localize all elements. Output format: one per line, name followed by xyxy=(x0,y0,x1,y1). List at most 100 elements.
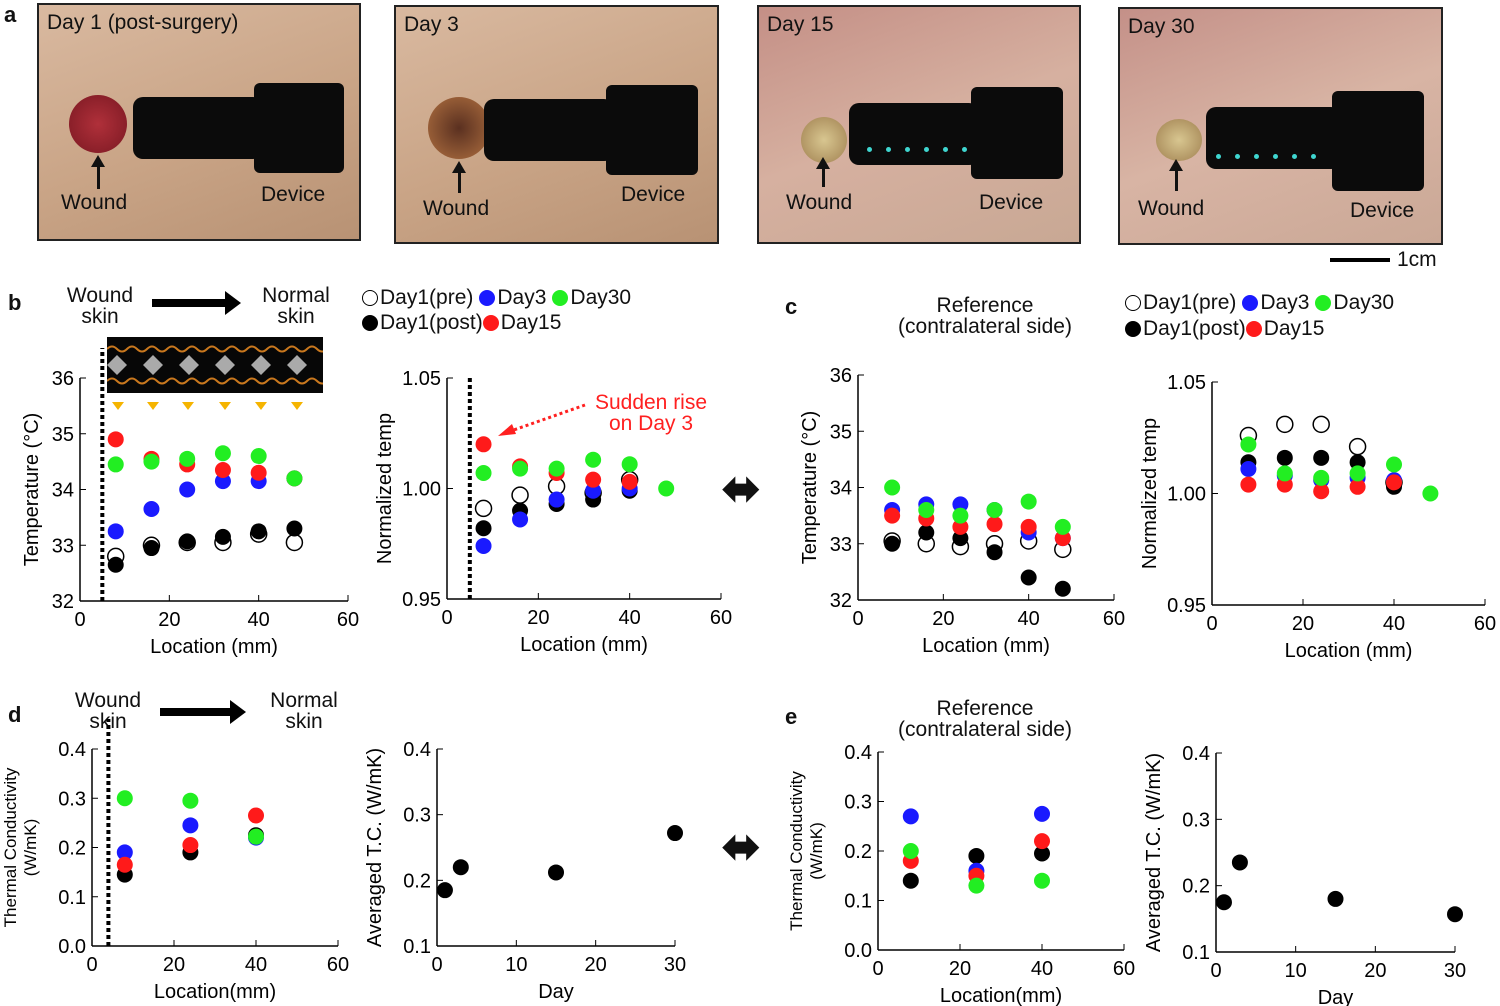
x-tick-label: 20 xyxy=(1364,960,1386,982)
normal-skin-label: Normal skin xyxy=(270,689,338,733)
data-point xyxy=(286,470,303,487)
device-image xyxy=(849,103,979,165)
data-point xyxy=(1034,845,1050,862)
data-point xyxy=(585,451,602,468)
arrow-icon xyxy=(452,161,466,193)
x-tick-label: 0 xyxy=(1210,960,1221,982)
data-point xyxy=(116,790,133,807)
legend-marker xyxy=(482,315,499,331)
series-Day30 xyxy=(1240,436,1439,502)
y-tick-label: 35 xyxy=(830,421,852,443)
y-axis-label: Averaged T.C. (W/mK) xyxy=(1143,753,1165,952)
data-point xyxy=(667,825,683,842)
x-tick-label: 0 xyxy=(441,607,452,629)
legend-marker xyxy=(1125,295,1141,311)
x-tick-label: 30 xyxy=(664,954,686,976)
data-point xyxy=(1034,872,1050,889)
y-tick-label: 1.00 xyxy=(1167,484,1206,506)
data-point xyxy=(986,516,1003,533)
legend-label: Day3 xyxy=(1260,291,1310,314)
wound-image xyxy=(801,117,847,163)
device-body xyxy=(1332,91,1424,191)
legend-c: Day1(pre) Day3 Day30 xyxy=(1125,291,1394,315)
x-tick-label: 30 xyxy=(1444,960,1466,982)
y-tick-label: 0.1 xyxy=(58,887,86,909)
data-point xyxy=(918,502,935,518)
x-tick-label: 60 xyxy=(337,609,359,631)
device-label: Device xyxy=(621,183,686,206)
y-tick-label: 33 xyxy=(52,535,74,557)
data-point xyxy=(179,533,196,550)
photo-day15: Day 15 Wound Device xyxy=(757,5,1081,244)
x-tick-label: 40 xyxy=(1031,958,1053,980)
x-axis-label: Location(mm) xyxy=(154,981,276,1003)
data-point xyxy=(475,537,492,554)
series-Day1(post) xyxy=(884,524,1071,597)
y-tick-label: 0.2 xyxy=(403,870,431,892)
series-Day1(pre) xyxy=(106,525,304,566)
chart-b-norm: 0 20 40 60 0.95 1.00 1.05 Location (mm) Normaliz… xyxy=(374,368,732,656)
reference-label: Reference (contralateral side) xyxy=(898,697,1072,741)
y-axis-label: Thermal Conductivity xyxy=(787,771,806,931)
data-point xyxy=(1386,474,1402,491)
data-point xyxy=(918,524,935,541)
series-Day30 xyxy=(475,451,675,497)
data-point xyxy=(214,445,231,462)
x-tick-label: 20 xyxy=(932,608,954,630)
data-point xyxy=(107,431,124,448)
chart-e-tc: 0 20 40 60 0.0 0.1 0.2 0.3 0.4 Location(mm) Therma… xyxy=(787,742,1135,1006)
series-Day30 xyxy=(884,479,1071,535)
yellow-arrows xyxy=(112,402,303,410)
arrow-icon xyxy=(91,155,105,189)
data-point xyxy=(1349,478,1366,495)
legend-label: Day1(post) xyxy=(380,311,483,334)
photo-title: Day 15 xyxy=(767,13,834,36)
series-Average xyxy=(1215,854,1463,923)
data-point xyxy=(884,507,901,524)
data-point xyxy=(1020,518,1037,535)
data-point xyxy=(452,859,469,876)
data-point xyxy=(585,471,602,488)
arrow-icon xyxy=(1169,159,1183,191)
x-tick-label: 40 xyxy=(248,609,270,631)
data-point xyxy=(1327,890,1344,907)
y-axis-label: Thermal Conductivity xyxy=(1,767,20,927)
data-point xyxy=(548,864,564,881)
series-Day1(post) xyxy=(107,520,303,573)
data-point xyxy=(1312,415,1330,434)
data-point xyxy=(968,877,985,894)
series-Day3 xyxy=(107,470,303,540)
data-point xyxy=(1020,493,1037,510)
normal-skin-label: Normal skin xyxy=(262,284,330,328)
x-axis-label: Location (mm) xyxy=(922,635,1050,657)
data-point xyxy=(512,460,529,477)
data-point xyxy=(475,436,492,453)
data-point xyxy=(621,473,638,490)
data-point xyxy=(548,491,565,508)
y-tick-label: 35 xyxy=(52,424,74,446)
series-Day3 xyxy=(884,496,1071,547)
data-point xyxy=(143,540,160,557)
series-Day30 xyxy=(116,790,264,845)
x-tick-label: 60 xyxy=(710,607,732,629)
data-point xyxy=(1447,906,1463,923)
sensor-dots xyxy=(1216,154,1316,159)
data-point xyxy=(884,479,901,496)
y-tick-label: 1.00 xyxy=(402,479,441,501)
y-tick-label: 0.0 xyxy=(844,940,872,962)
x-tick-label: 40 xyxy=(1018,608,1040,630)
data-point xyxy=(1276,476,1293,493)
y-tick-label: 0.2 xyxy=(58,838,86,860)
x-axis-label: Location (mm) xyxy=(520,634,648,656)
legend-b: Day1(pre) Day3 Day30 xyxy=(362,286,631,310)
legend-label: Day1(pre) xyxy=(380,286,474,309)
panel-label-c: c xyxy=(785,294,798,319)
data-point xyxy=(1054,530,1071,547)
data-point xyxy=(179,481,196,498)
y-tick-label: 0.2 xyxy=(844,841,872,863)
sensor-array-drawing xyxy=(106,345,328,385)
data-point xyxy=(1034,833,1050,850)
data-point xyxy=(107,456,124,473)
